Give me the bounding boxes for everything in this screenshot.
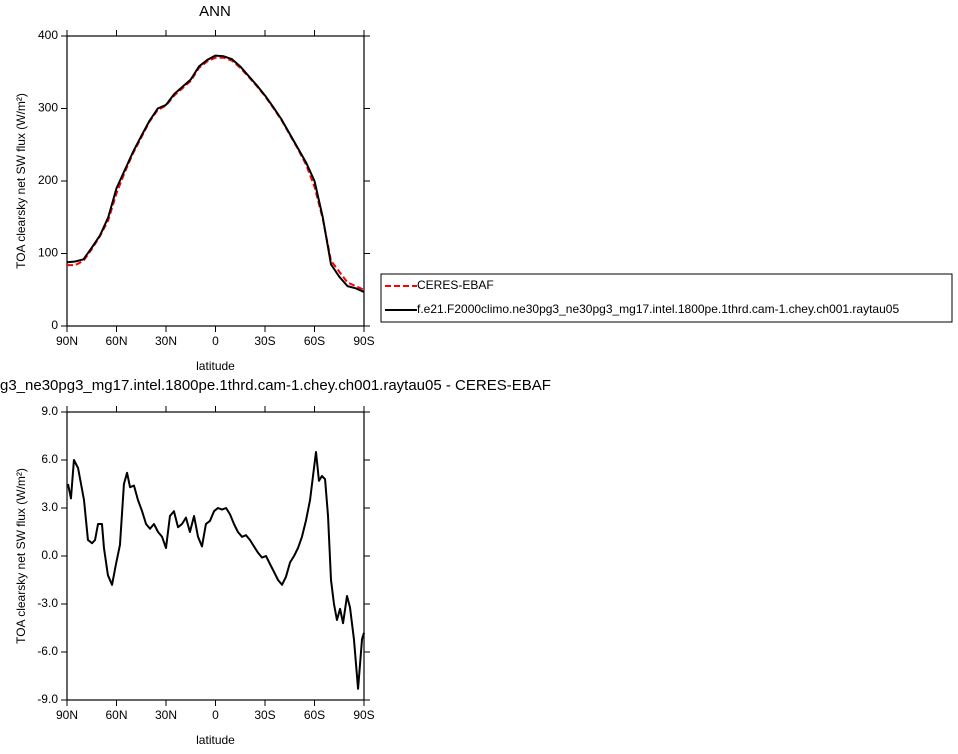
data-line (67, 56, 365, 291)
x-tick-label: 30N (155, 334, 177, 348)
y-tick-label: 6.0 (41, 452, 58, 466)
legend-label: f.e21.F2000climo.ne30pg3_ne30pg3_mg17.in… (417, 302, 899, 316)
y-axis-label: TOA clearsky net SW flux (W/m²) (14, 468, 28, 644)
y-tick-label: -9.0 (37, 692, 58, 706)
y-axis-label: TOA clearsky net SW flux (W/m²) (14, 93, 28, 269)
legend-box (380, 273, 953, 323)
data-line (67, 451, 365, 690)
y-tick-label: 0.0 (41, 548, 58, 562)
x-tick-label: 30N (155, 708, 177, 722)
x-tick-label: 90N (56, 708, 78, 722)
chart-title: g3_ne30pg3_mg17.intel.1800pe.1thrd.cam-1… (0, 377, 551, 394)
chart-title: ANN (199, 3, 231, 20)
x-tick-label: 90S (353, 708, 374, 722)
y-tick-label: 300 (38, 101, 58, 115)
y-tick-label: 100 (38, 246, 58, 260)
x-tick-label: 90S (353, 334, 374, 348)
x-tick-label: 60N (105, 708, 127, 722)
x-tick-label: 0 (212, 708, 219, 722)
x-axis-label: latitude (196, 733, 235, 747)
x-tick-label: 30S (254, 708, 275, 722)
y-tick-label: -3.0 (37, 596, 58, 610)
x-tick-label: 60S (304, 708, 325, 722)
data-line (66, 54, 365, 293)
y-tick-label: 3.0 (41, 500, 58, 514)
plot-frame (66, 411, 365, 701)
legend-label: CERES-EBAF (417, 278, 494, 292)
y-tick-label: 400 (38, 28, 58, 42)
x-tick-label: 0 (212, 334, 219, 348)
y-tick-label: -6.0 (37, 644, 58, 658)
y-tick-label: 0 (51, 318, 58, 332)
y-tick-label: 200 (38, 173, 58, 187)
x-tick-label: 60S (304, 334, 325, 348)
y-tick-label: 9.0 (41, 404, 58, 418)
x-axis-label: latitude (196, 359, 235, 373)
x-tick-label: 30S (254, 334, 275, 348)
x-tick-label: 60N (105, 334, 127, 348)
plot-frame (66, 35, 365, 327)
x-tick-label: 90N (56, 334, 78, 348)
